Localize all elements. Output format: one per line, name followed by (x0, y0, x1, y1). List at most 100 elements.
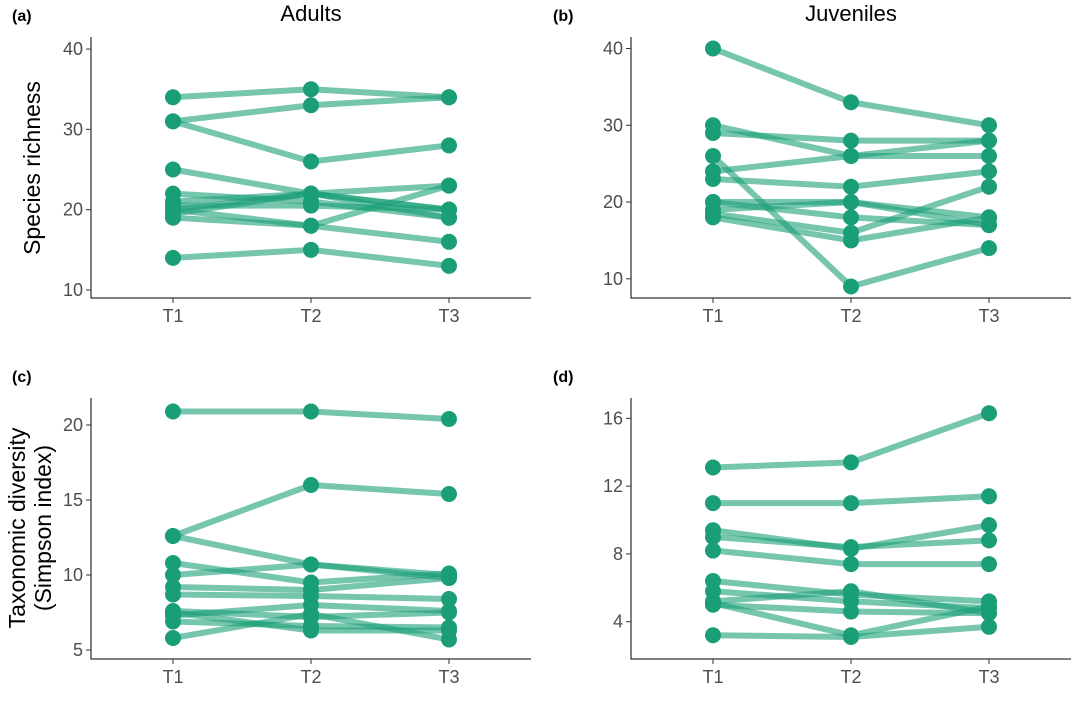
data-point (441, 591, 457, 607)
x-tick-label: T1 (162, 667, 183, 687)
data-point (843, 603, 859, 620)
y-tick-label: 4 (613, 612, 623, 632)
data-point (441, 201, 457, 218)
data-point (303, 185, 319, 202)
data-point (303, 622, 319, 639)
x-tick-label: T2 (840, 667, 861, 687)
data-point (303, 477, 319, 493)
data-point (843, 232, 859, 249)
data-point (843, 583, 859, 600)
data-point (981, 405, 997, 422)
y-tick-label: 20 (63, 415, 83, 435)
panel-c: (c) 5 10 15 20 T1 T2 T3 (12, 369, 531, 687)
data-point (705, 528, 721, 545)
data-point (843, 147, 859, 164)
data-point (705, 124, 721, 141)
column-title-juveniles: Juveniles (805, 1, 897, 26)
data-point (303, 241, 319, 258)
x-tick-label: T3 (438, 306, 459, 326)
y-tick-label: 20 (63, 200, 83, 220)
data-point (843, 556, 859, 573)
data-point (981, 147, 997, 164)
x-tick-label: T1 (162, 306, 183, 326)
data-point (303, 606, 319, 622)
data-point (441, 603, 457, 619)
panel-tag: (d) (553, 369, 573, 386)
data-point (705, 171, 721, 188)
data-point (441, 622, 457, 639)
data-point (981, 117, 997, 134)
x-tick-label: T1 (702, 306, 723, 326)
panel-tag: (c) (12, 369, 32, 386)
data-point (981, 517, 997, 534)
data-point (441, 89, 457, 106)
data-point (843, 132, 859, 149)
data-point (705, 40, 721, 57)
data-point (843, 278, 859, 295)
x-tick-label: T3 (978, 667, 999, 687)
data-point (165, 113, 181, 130)
y-tick-label: 12 (603, 476, 623, 496)
data-point (843, 539, 859, 556)
data-point (303, 97, 319, 114)
y-tick-label: 20 (603, 192, 623, 212)
data-point (441, 411, 457, 427)
y-tick-label: 40 (603, 39, 623, 59)
data-point (843, 194, 859, 211)
panel-tag: (a) (12, 8, 32, 25)
data-point (165, 528, 181, 544)
y-axis-label-taxonomic-diversity: Taxonomic diversity (4, 427, 30, 628)
data-point (981, 178, 997, 195)
data-point (981, 598, 997, 615)
axis-lines (630, 398, 1071, 660)
x-tick-label: T2 (840, 306, 861, 326)
data-point (705, 495, 721, 512)
data-point (165, 403, 181, 420)
data-point (843, 94, 859, 111)
x-tick-label: T3 (978, 306, 999, 326)
data-point (303, 197, 319, 214)
data-point (441, 570, 457, 586)
data-point (165, 555, 181, 571)
data-point (843, 495, 859, 512)
data-point (705, 542, 721, 559)
x-tick-label: T2 (300, 667, 321, 687)
series-line (710, 45, 992, 129)
data-point (843, 209, 859, 226)
x-tick-label: T1 (702, 667, 723, 687)
axis-lines (90, 37, 531, 299)
data-point (165, 604, 181, 621)
data-point (705, 209, 721, 226)
y-tick-label: 5 (73, 640, 83, 660)
data-point (981, 132, 997, 149)
data-point (441, 486, 457, 502)
data-point (165, 567, 181, 583)
y-tick-label: 30 (63, 119, 83, 139)
data-point (165, 89, 181, 106)
y-tick-label: 16 (603, 408, 623, 428)
data-point (165, 201, 181, 218)
y-tick-label: 10 (603, 269, 623, 289)
data-point (843, 628, 859, 645)
data-point (843, 178, 859, 195)
data-point (981, 209, 997, 226)
data-point (303, 217, 319, 234)
y-axis-label-species-richness: Species richness (19, 81, 45, 255)
data-point (705, 627, 721, 644)
y-tick-label: 40 (63, 39, 83, 59)
data-point (843, 454, 859, 471)
data-point (441, 137, 457, 154)
data-point (441, 257, 457, 274)
data-point (441, 177, 457, 194)
panel-d: (d) 4 8 12 16 T1 T2 T3 (553, 369, 1071, 687)
panel-a: (a) 10 20 30 40 T1 T2 T3 (12, 8, 531, 326)
data-point (705, 595, 721, 612)
y-tick-label: 15 (63, 490, 83, 510)
data-point (981, 163, 997, 180)
data-point (441, 233, 457, 250)
panel-tag: (b) (553, 8, 573, 25)
data-point (705, 459, 721, 476)
data-point (981, 618, 997, 635)
data-point (981, 240, 997, 257)
